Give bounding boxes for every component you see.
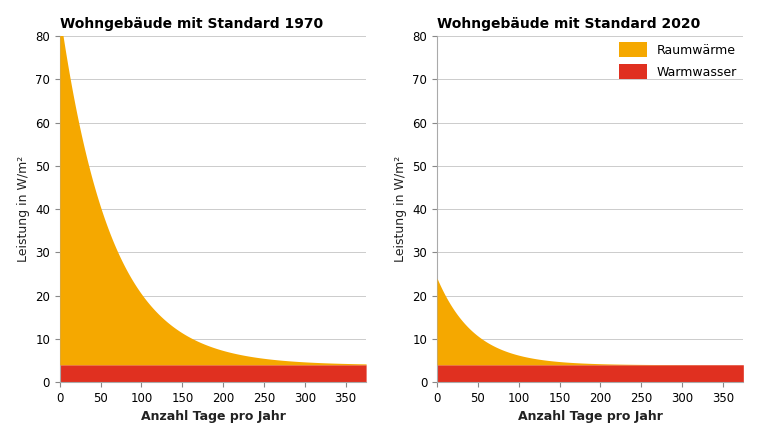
Text: Wohngebäude mit Standard 1970: Wohngebäude mit Standard 1970	[60, 17, 323, 31]
X-axis label: Anzahl Tage pro Jahr: Anzahl Tage pro Jahr	[518, 411, 663, 423]
Y-axis label: Leistung in W/m²: Leistung in W/m²	[394, 156, 407, 262]
Legend: Raumwärme, Warmwasser: Raumwärme, Warmwasser	[619, 42, 737, 79]
X-axis label: Anzahl Tage pro Jahr: Anzahl Tage pro Jahr	[141, 411, 286, 423]
Text: Wohngebäude mit Standard 2020: Wohngebäude mit Standard 2020	[437, 17, 700, 31]
Y-axis label: Leistung in W/m²: Leistung in W/m²	[17, 156, 30, 262]
